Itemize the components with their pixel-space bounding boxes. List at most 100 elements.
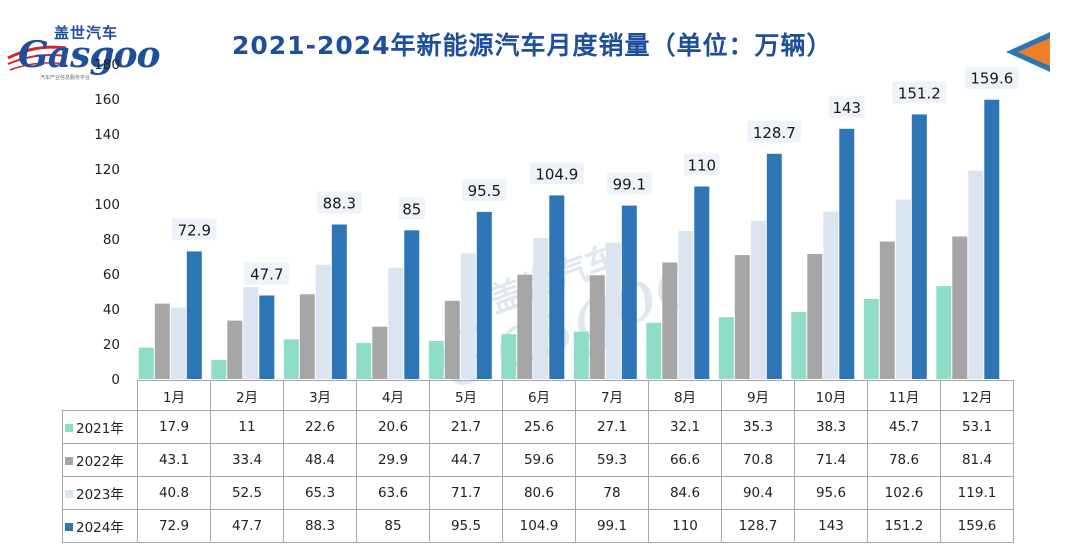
data-label-box — [829, 95, 865, 118]
table-cell: 53.1 — [940, 410, 1014, 444]
bar-2023年-4月 — [388, 267, 404, 379]
logo-chinese: 盖世汽车 — [54, 24, 119, 42]
bar-2023年-1月 — [170, 307, 186, 379]
data-label-box — [747, 120, 802, 143]
bar-2021年-3月 — [283, 339, 299, 379]
table-cell: 78.6 — [867, 443, 941, 477]
bar-2021年-2月 — [211, 359, 227, 380]
bar-2023年-12月 — [968, 170, 984, 379]
bar-2021年-12月 — [936, 286, 952, 379]
bar-2022年-1月 — [154, 303, 170, 379]
table-cell: 11 — [210, 410, 284, 444]
x-tick-label: 7月 — [575, 380, 649, 411]
x-tick-label: 12月 — [940, 380, 1014, 411]
table-cell: 65.3 — [283, 476, 357, 510]
bar-2024年-10月 — [839, 128, 855, 380]
table-row: 2021年 17.9 11 22.6 20.6 21.7 25.6 27.1 32.1 35.3 3… — [62, 410, 1014, 444]
table-cell: 32.1 — [648, 410, 722, 444]
data-label-box — [398, 197, 425, 220]
bar-2024年-6月 — [549, 195, 565, 379]
legend-swatch — [65, 424, 73, 432]
data-label: 159.6 — [970, 70, 1013, 88]
legend-entry: 2024年 — [62, 509, 138, 543]
data-label: 110 — [687, 157, 716, 175]
table-cell: 72.9 — [137, 509, 211, 543]
y-tick-label: 80 — [103, 232, 120, 248]
bar-2024年-2月 — [259, 295, 275, 379]
y-tick-label: 180 — [94, 57, 120, 73]
data-label-box — [171, 218, 217, 241]
table-cell: 143 — [794, 509, 868, 543]
legend-entry: 2021年 — [62, 410, 138, 444]
y-tick-label: 0 — [111, 372, 120, 388]
table-cell: 43.1 — [137, 443, 211, 477]
x-tick-label: 4月 — [356, 380, 430, 411]
table-cell: 59.6 — [502, 443, 576, 477]
table-cell: 88.3 — [283, 509, 357, 543]
table-cell: 44.7 — [429, 443, 503, 477]
bar-2023年-7月 — [605, 242, 621, 379]
table-cell: 110 — [648, 509, 722, 543]
table-cell: 20.6 — [356, 410, 430, 444]
legend-swatch — [65, 490, 73, 498]
data-label-box — [461, 178, 507, 201]
data-label: 85 — [402, 200, 421, 218]
table-cell: 85 — [356, 509, 430, 543]
table-cell: 102.6 — [867, 476, 941, 510]
legend-swatch — [65, 457, 73, 465]
table-cell: 95.6 — [794, 476, 868, 510]
bar-2023年-10月 — [823, 211, 839, 379]
table-cell: 33.4 — [210, 443, 284, 477]
data-label: 88.3 — [323, 195, 356, 213]
bar-2023年-11月 — [895, 199, 911, 379]
data-label-box — [684, 153, 720, 176]
bar-2024年-7月 — [621, 205, 637, 379]
bar-2022年-4月 — [372, 326, 388, 379]
bar-2024年-8月 — [694, 186, 710, 379]
y-tick-label: 100 — [94, 197, 120, 213]
table-cell: 81.4 — [940, 443, 1014, 477]
table-cell: 104.9 — [502, 509, 576, 543]
gasgoo-logo-icon: 盖世汽车 Gasgoo 汽车产业信息服务平台 — [6, 18, 161, 84]
table-cell: 48.4 — [283, 443, 357, 477]
bar-2021年-5月 — [428, 341, 444, 379]
table-cell: 38.3 — [794, 410, 868, 444]
logo-tagline: 汽车产业信息服务平台 — [40, 75, 91, 81]
data-label: 128.7 — [753, 124, 796, 142]
y-tick-label: 120 — [94, 162, 120, 178]
bar-2023年-2月 — [243, 287, 259, 379]
y-tick-label: 60 — [103, 267, 120, 283]
table-cell: 59.3 — [575, 443, 649, 477]
x-tick-label: 6月 — [502, 380, 576, 411]
table-cell: 99.1 — [575, 509, 649, 543]
logo-english: Gasgoo — [18, 34, 161, 76]
table-cell: 119.1 — [940, 476, 1014, 510]
table-cell: 71.4 — [794, 443, 868, 477]
data-label-box — [316, 191, 362, 214]
bar-2022年-8月 — [662, 262, 678, 379]
bar-2021年-11月 — [863, 299, 879, 379]
y-tick-label: 40 — [103, 302, 120, 318]
table-cell: 52.5 — [210, 476, 284, 510]
bar-2024年-12月 — [984, 99, 1000, 379]
data-label-box — [606, 172, 652, 195]
x-tick-label: 8月 — [648, 380, 722, 411]
x-tick-label: 1月 — [137, 380, 211, 411]
legend-entry: 2023年 — [62, 476, 138, 510]
data-label: 104.9 — [535, 165, 578, 183]
data-label: 95.5 — [468, 182, 501, 200]
logo-swoosh — [7, 45, 67, 71]
bar-2024年-1月 — [186, 251, 202, 379]
x-tick-label: 5月 — [429, 380, 503, 411]
table-corner — [62, 380, 138, 411]
bar-2022年-10月 — [807, 254, 823, 379]
bar-2022年-3月 — [299, 294, 315, 379]
table-row: 2023年 40.8 52.5 65.3 63.6 71.7 80.6 78 84.6 90.4 9… — [62, 476, 1014, 510]
table-row: 2022年 43.1 33.4 48.4 29.9 44.7 59.6 59.3 66.6 70.… — [62, 443, 1014, 477]
table-cell: 45.7 — [867, 410, 941, 444]
bar-2022年-7月 — [589, 275, 605, 379]
bar-2023年-3月 — [315, 264, 331, 379]
bar-2021年-8月 — [646, 322, 662, 379]
bar-2023年-9月 — [750, 220, 766, 379]
data-label: 143 — [832, 99, 861, 117]
